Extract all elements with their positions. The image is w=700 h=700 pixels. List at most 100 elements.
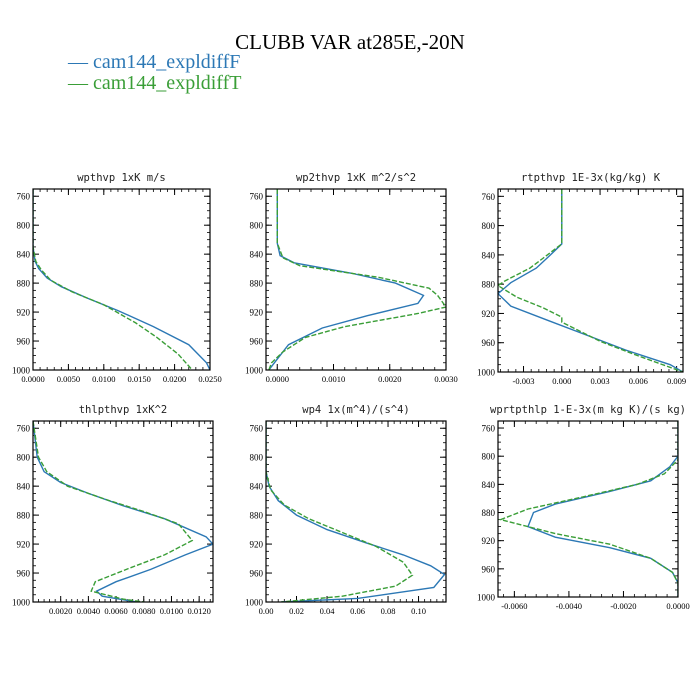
x-tick-label: 0.02 bbox=[289, 606, 304, 616]
y-tick-label: 760 bbox=[482, 192, 496, 202]
legend-swatch: — bbox=[68, 72, 93, 94]
series-line-expldiffT bbox=[268, 189, 446, 370]
x-tick-label: 0.10 bbox=[411, 606, 426, 616]
y-tick-label: 920 bbox=[17, 308, 31, 318]
series-line-expldiffT bbox=[33, 421, 194, 602]
x-tick-label: 0.04 bbox=[320, 606, 336, 616]
x-tick-label: 0.0100 bbox=[160, 606, 183, 616]
plot-frame bbox=[265, 420, 447, 603]
chart-panel-1: wp2thvp 1xK m^2/s^2 760 800 840 880 920 960 100… bbox=[245, 172, 458, 384]
y-tick-label: 920 bbox=[482, 309, 496, 319]
x-tick-label: 0.009 bbox=[667, 376, 686, 386]
legend-label: cam144_expldiffT bbox=[93, 72, 242, 94]
x-tick-label: 0.0010 bbox=[322, 374, 345, 384]
plot-frame bbox=[497, 188, 684, 373]
plot-frame bbox=[497, 420, 679, 598]
x-tick-label: 0.0020 bbox=[378, 374, 401, 384]
chart-title: wpthvp 1xK m/s bbox=[77, 172, 166, 184]
y-tick-label: 960 bbox=[250, 569, 264, 579]
x-tick-label: 0.0000 bbox=[666, 601, 689, 611]
plot-frame bbox=[32, 420, 214, 603]
series-line-expldiffF bbox=[527, 421, 678, 597]
x-tick-label: 0.0020 bbox=[49, 606, 72, 616]
x-tick-label: 0.0250 bbox=[198, 374, 221, 384]
y-tick-label: 880 bbox=[482, 280, 496, 290]
y-tick-label: 800 bbox=[482, 221, 496, 231]
y-tick-label: 880 bbox=[250, 511, 264, 521]
x-tick-label: -0.0020 bbox=[610, 601, 636, 611]
y-tick-label: 960 bbox=[250, 337, 264, 347]
y-tick-label: 920 bbox=[250, 308, 264, 318]
y-tick-label: 800 bbox=[17, 221, 31, 231]
x-tick-label: 0.0060 bbox=[104, 606, 127, 616]
y-tick-label: 880 bbox=[250, 279, 264, 289]
series-line-expldiffT bbox=[266, 421, 414, 602]
y-tick-label: 880 bbox=[482, 508, 496, 518]
plot-frame bbox=[265, 188, 447, 371]
y-tick-label: 1000 bbox=[245, 366, 264, 376]
x-tick-label: 0.0150 bbox=[128, 374, 151, 384]
y-tick-label: 840 bbox=[482, 250, 496, 260]
series-line-expldiffF bbox=[33, 189, 210, 370]
x-tick-label: 0.0080 bbox=[132, 606, 155, 616]
y-tick-label: 840 bbox=[482, 480, 496, 490]
chart-title: wprtpthlp 1-E-3x(m kg K)/(s kg) bbox=[490, 404, 686, 416]
legend-label: cam144_expldiffF bbox=[93, 51, 241, 73]
x-tick-label: 0.0100 bbox=[92, 374, 115, 384]
chart-panel-3: thlpthvp 1xK^2 760 800 840 880 920 960 1000 0.00… bbox=[12, 404, 214, 616]
y-tick-label: 960 bbox=[17, 569, 31, 579]
x-tick-label: 0.000 bbox=[552, 376, 571, 386]
chart-panel-4: wp4 1x(m^4)/(s^4)76080084088092096010000… bbox=[245, 404, 447, 616]
y-tick-label: 1000 bbox=[477, 368, 496, 378]
x-tick-label: 0.003 bbox=[591, 376, 610, 386]
y-tick-label: 1000 bbox=[12, 598, 31, 608]
chart-title: wp4 1x(m^4)/(s^4) bbox=[302, 404, 409, 416]
y-tick-label: 800 bbox=[17, 453, 31, 463]
x-tick-label: 0.0050 bbox=[57, 374, 80, 384]
y-tick-label: 800 bbox=[482, 452, 496, 462]
y-tick-label: 1000 bbox=[12, 366, 31, 376]
legend-swatch: — bbox=[68, 51, 93, 73]
x-tick-label: 0.0000 bbox=[266, 374, 289, 384]
chart-title: wp2thvp 1xK m^2/s^2 bbox=[296, 172, 416, 184]
y-tick-label: 760 bbox=[17, 192, 31, 202]
series-line-expldiffT bbox=[33, 189, 193, 370]
x-tick-label: 0.0000 bbox=[21, 374, 44, 384]
y-tick-label: 760 bbox=[482, 424, 496, 434]
x-tick-label: -0.0060 bbox=[501, 601, 527, 611]
y-tick-label: 920 bbox=[17, 540, 31, 550]
chart-panel-5: wprtpthlp 1-E-3x(m kg K)/(s kg) 760 800 840… bbox=[477, 404, 690, 611]
y-tick-label: 760 bbox=[250, 192, 264, 202]
x-tick-label: 0.0030 bbox=[434, 374, 457, 384]
series-line-expldiffF bbox=[33, 421, 213, 602]
x-tick-label: -0.0040 bbox=[556, 601, 582, 611]
chart-panel-0: wpthvp 1xK m/s76080084088092096010000.00… bbox=[12, 172, 222, 384]
y-tick-label: 840 bbox=[17, 250, 31, 260]
legend-item-expldiffT: — cam144_expldiffT bbox=[68, 73, 241, 93]
y-tick-label: 760 bbox=[250, 424, 264, 434]
y-tick-label: 800 bbox=[250, 453, 264, 463]
x-tick-label: 0.00 bbox=[259, 606, 274, 616]
legend-item-expldiffF: — cam144_expldiffF bbox=[68, 52, 240, 72]
y-tick-label: 840 bbox=[250, 250, 264, 260]
y-tick-label: 760 bbox=[17, 424, 31, 434]
x-tick-label: 0.06 bbox=[350, 606, 365, 616]
series-line-expldiffF bbox=[268, 189, 425, 370]
chart-title: rtpthvp 1E-3x(kg/kg) K bbox=[521, 172, 661, 184]
y-tick-label: 840 bbox=[250, 482, 264, 492]
series-line-expldiffF bbox=[498, 189, 683, 372]
x-tick-label: 0.08 bbox=[381, 606, 396, 616]
y-tick-label: 960 bbox=[482, 564, 496, 574]
y-tick-label: 880 bbox=[17, 279, 31, 289]
series-line-expldiffT bbox=[498, 189, 683, 372]
x-tick-label: 0.006 bbox=[629, 376, 648, 386]
y-tick-label: 880 bbox=[17, 511, 31, 521]
y-tick-label: 800 bbox=[250, 221, 264, 231]
x-tick-label: -0.003 bbox=[513, 376, 535, 386]
y-tick-label: 920 bbox=[482, 536, 496, 546]
series-line-expldiffF bbox=[266, 421, 446, 602]
x-tick-label: 0.0120 bbox=[187, 606, 210, 616]
plot-frame bbox=[32, 188, 211, 371]
chart-panel-2: rtpthvp 1E-3x(kg/kg) K 760 800 840 880 920 960… bbox=[477, 172, 686, 386]
